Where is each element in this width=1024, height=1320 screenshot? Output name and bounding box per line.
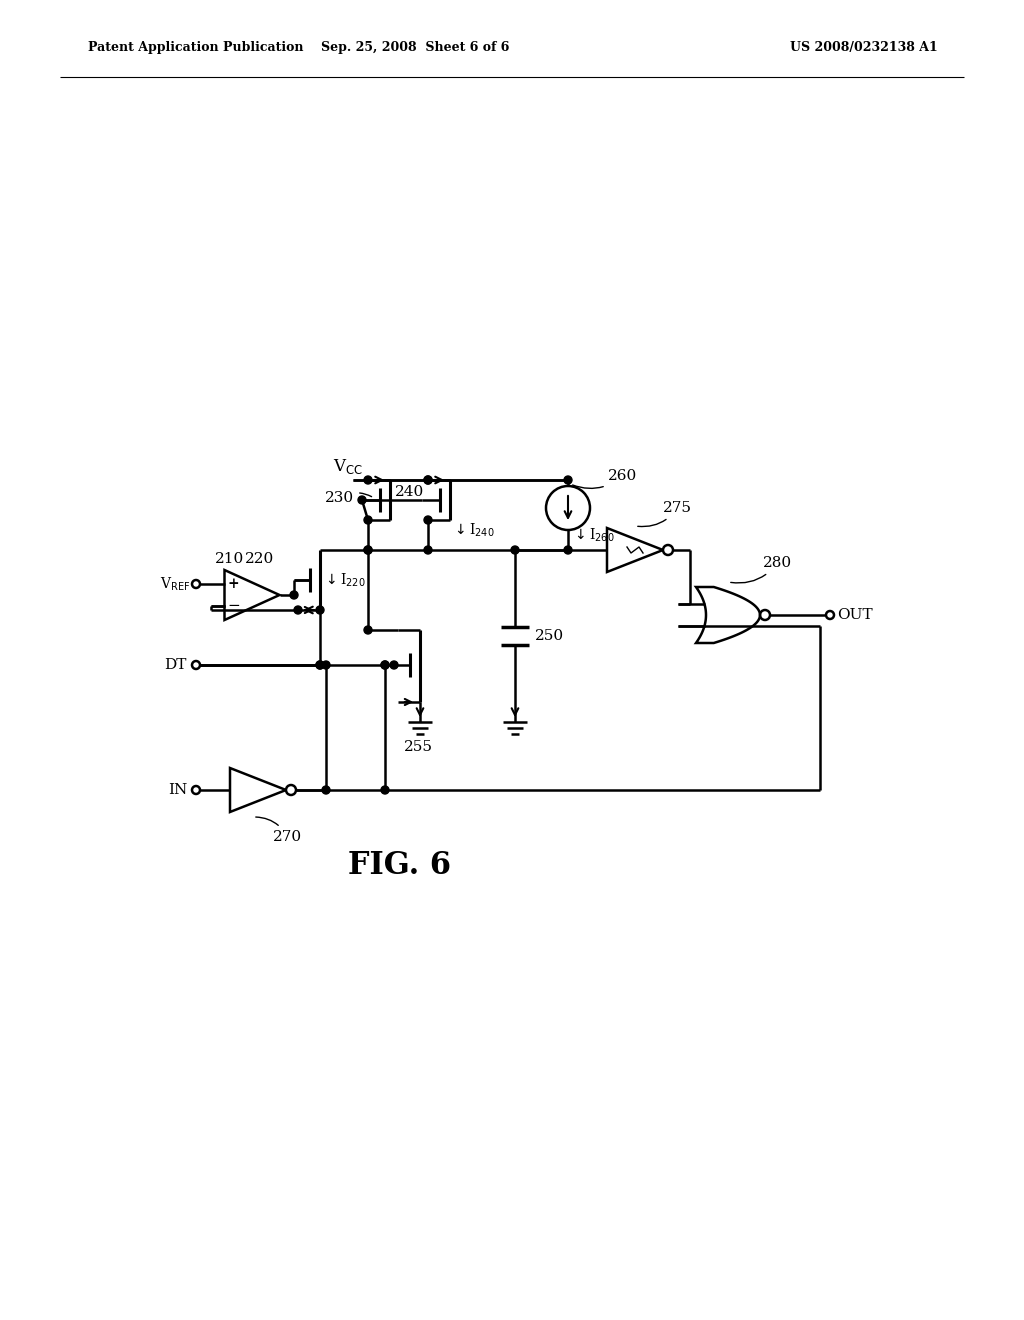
Text: 270: 270 [256, 817, 302, 843]
Circle shape [424, 477, 432, 484]
Circle shape [316, 606, 324, 614]
Circle shape [390, 661, 398, 669]
Text: FIG. 6: FIG. 6 [348, 850, 452, 880]
Circle shape [381, 661, 389, 669]
Circle shape [316, 661, 324, 669]
Circle shape [564, 546, 572, 554]
Circle shape [381, 785, 389, 795]
Text: 240: 240 [395, 484, 424, 499]
Circle shape [364, 546, 372, 554]
Circle shape [511, 546, 519, 554]
Text: V$_{\mathrm{REF}}$: V$_{\mathrm{REF}}$ [160, 576, 190, 593]
Text: OUT: OUT [837, 609, 872, 622]
Text: 250: 250 [535, 630, 564, 643]
Text: 260: 260 [572, 469, 637, 488]
Text: +: + [227, 577, 240, 591]
Circle shape [322, 785, 330, 795]
Text: 210: 210 [214, 552, 244, 566]
Text: Sep. 25, 2008  Sheet 6 of 6: Sep. 25, 2008 Sheet 6 of 6 [321, 41, 509, 54]
Text: Patent Application Publication: Patent Application Publication [88, 41, 303, 54]
Circle shape [424, 546, 432, 554]
Text: $\downarrow$I$_{220}$: $\downarrow$I$_{220}$ [323, 572, 366, 589]
Circle shape [424, 477, 432, 484]
Circle shape [358, 496, 366, 504]
Text: $\downarrow$I$_{260}$: $\downarrow$I$_{260}$ [572, 527, 614, 544]
Text: US 2008/0232138 A1: US 2008/0232138 A1 [790, 41, 938, 54]
Circle shape [424, 516, 432, 524]
Circle shape [322, 661, 330, 669]
Circle shape [290, 591, 298, 599]
Circle shape [381, 661, 389, 669]
Text: $\downarrow$I$_{240}$: $\downarrow$I$_{240}$ [452, 521, 495, 539]
Text: 275: 275 [638, 502, 692, 527]
Text: IN: IN [168, 783, 187, 797]
Text: V$_{\mathrm{CC}}$: V$_{\mathrm{CC}}$ [333, 457, 362, 477]
Circle shape [294, 606, 302, 614]
Circle shape [316, 661, 324, 669]
Circle shape [364, 626, 372, 634]
Text: 280: 280 [731, 556, 793, 583]
Circle shape [364, 516, 372, 524]
Text: 220: 220 [245, 552, 273, 566]
Circle shape [364, 477, 372, 484]
Circle shape [564, 477, 572, 484]
Text: 255: 255 [403, 741, 432, 754]
Circle shape [364, 546, 372, 554]
Text: DT: DT [165, 657, 187, 672]
Text: 230: 230 [325, 491, 372, 506]
Text: −: − [227, 599, 240, 612]
